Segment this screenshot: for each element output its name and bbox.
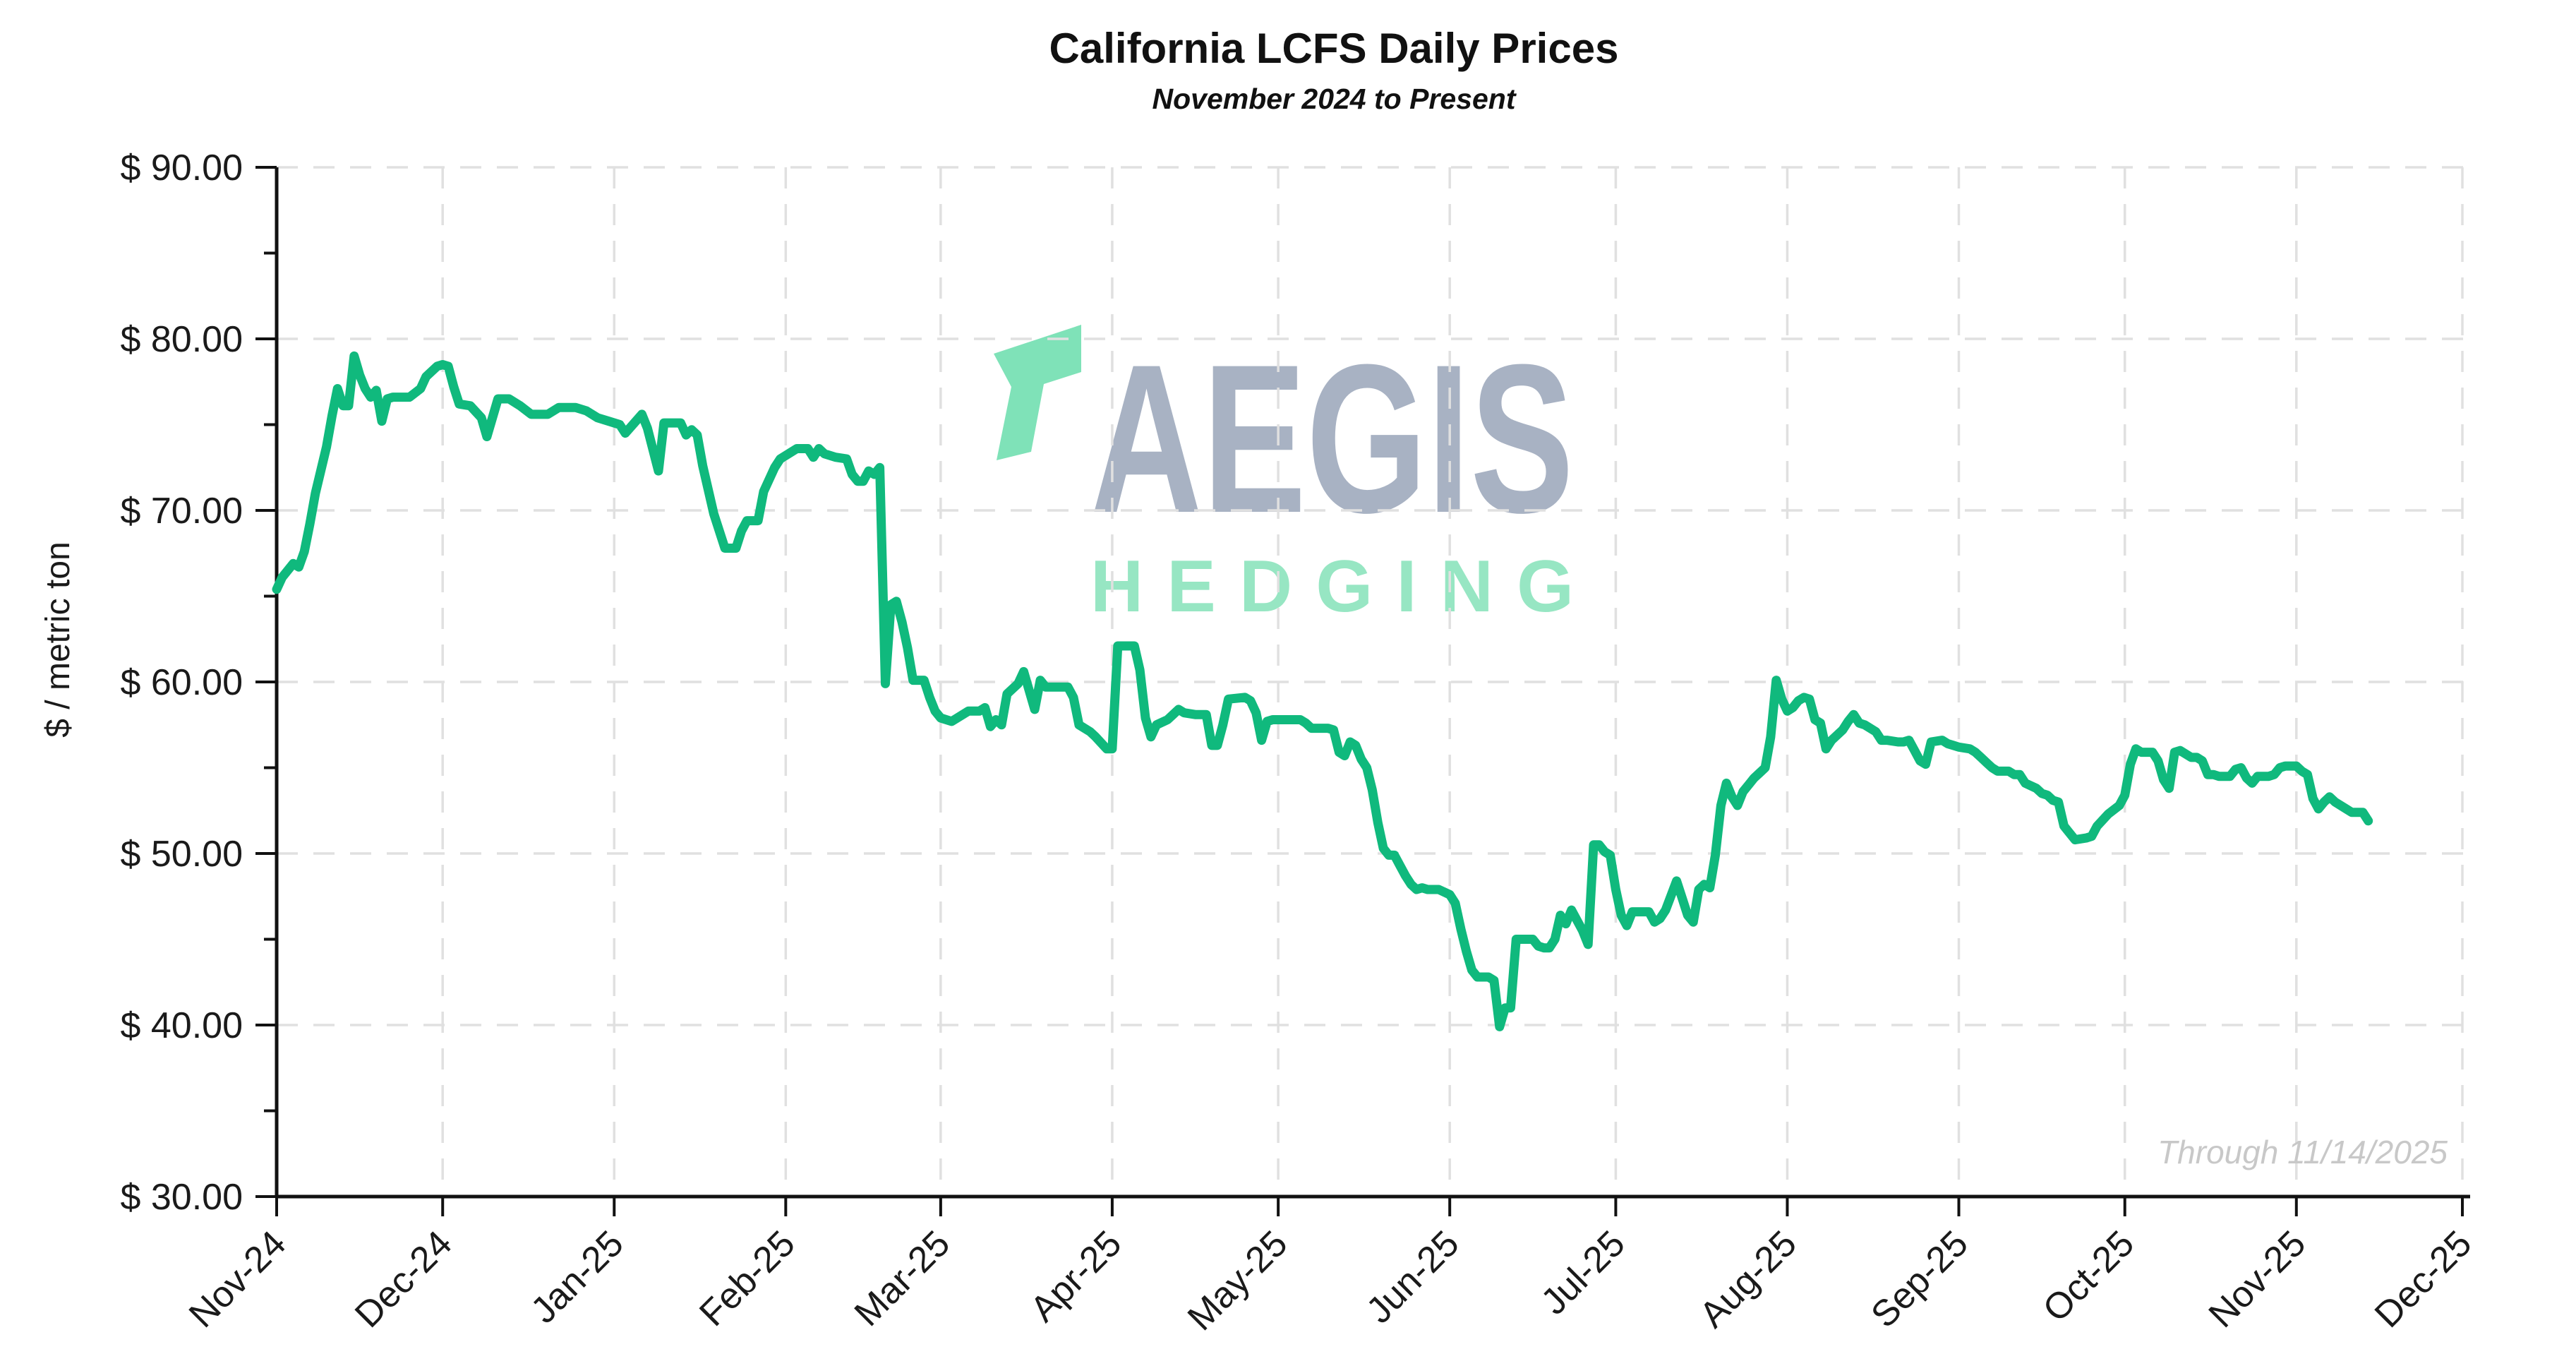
y-axis-title: $ / metric ton — [40, 541, 77, 737]
page-title: California LCFS Daily Prices — [1049, 25, 1619, 72]
x-tick-label: Mar-25 — [847, 1223, 958, 1334]
x-tick-label: Apr-25 — [1023, 1223, 1129, 1329]
x-tick-label: Feb-25 — [692, 1223, 803, 1334]
y-axis-tick-labels: $ 30.00 $ 40.00 $ 50.00 $ 60.00 $ 70.00 $ 80.… — [121, 148, 243, 1218]
x-tick-label: Nov-24 — [181, 1223, 294, 1336]
x-tick-label: Jul-25 — [1534, 1223, 1633, 1322]
chart-header: California LCFS Daily Prices November 20… — [0, 24, 2576, 116]
gridlines — [277, 166, 2470, 1197]
x-axis-tick-labels: Nov-24 Dec-24 Jan-25 Feb-25 Mar-25 Apr-25 May-… — [181, 1223, 2480, 1338]
x-tick-label: Nov-25 — [2201, 1223, 2314, 1336]
aegis-logo-mark-icon — [994, 325, 1081, 460]
axis-ticks — [255, 166, 2464, 1216]
y-tick-label: $ 40.00 — [121, 1005, 243, 1046]
aegis-logo-subtext: HEDGING — [1090, 546, 1574, 628]
through-date-note: Through 11/14/2025 — [2157, 1134, 2448, 1170]
x-tick-label: Dec-25 — [2367, 1223, 2480, 1336]
page-subtitle: November 2024 to Present — [1152, 83, 1516, 115]
x-tick-label: Sep-25 — [1863, 1223, 1976, 1336]
price-line — [272, 351, 2373, 1031]
x-tick-label: May-25 — [1180, 1223, 1296, 1338]
aegis-watermark: AEGIS HEDGING — [994, 320, 1574, 628]
y-tick-label: $ 30.00 — [121, 1177, 243, 1218]
y-tick-label: $ 50.00 — [121, 834, 243, 875]
x-tick-label: Aug-25 — [1692, 1223, 1805, 1336]
y-tick-label: $ 90.00 — [121, 148, 243, 188]
y-tick-label: $ 70.00 — [121, 491, 243, 532]
x-tick-label: Dec-24 — [347, 1223, 460, 1336]
aegis-logo-text: AEGIS — [1090, 320, 1574, 557]
y-tick-label: $ 60.00 — [121, 662, 243, 703]
x-tick-label: Oct-25 — [2035, 1223, 2142, 1329]
y-tick-label: $ 80.00 — [121, 319, 243, 360]
x-tick-label: Jun-25 — [1359, 1223, 1467, 1331]
x-tick-label: Jan-25 — [523, 1223, 631, 1331]
